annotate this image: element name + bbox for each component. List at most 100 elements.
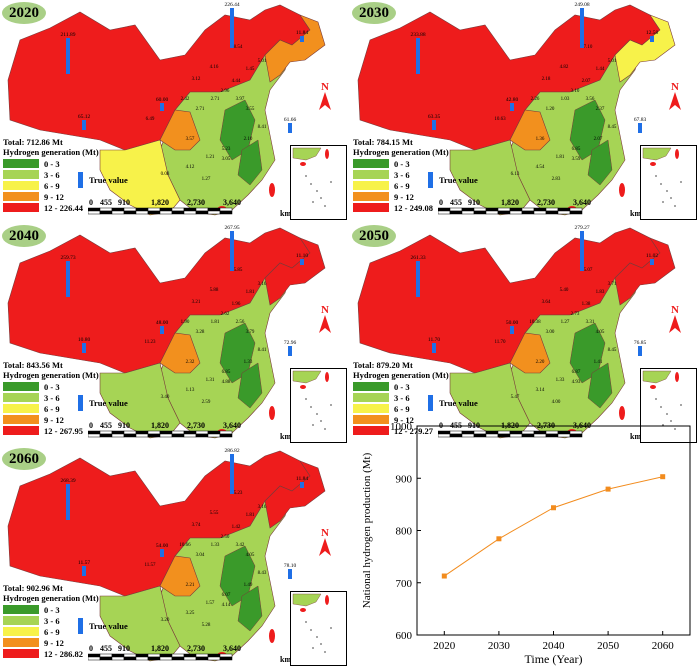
scale-segment bbox=[111, 653, 125, 658]
region-value-label: 2.42 bbox=[181, 97, 190, 102]
year-badge: 2020 bbox=[2, 2, 46, 24]
true-value-bar bbox=[160, 549, 164, 557]
legend-label: 3 - 6 bbox=[394, 169, 410, 180]
region-value-label: 1.57 bbox=[206, 601, 215, 606]
region-value-label: 2.37 bbox=[596, 107, 605, 112]
inset-island-dot bbox=[305, 621, 307, 623]
scale-segment bbox=[135, 207, 149, 212]
scale-segment bbox=[135, 653, 149, 658]
legend-row: 6 - 9 bbox=[3, 626, 83, 637]
north-arrow-icon bbox=[669, 315, 681, 333]
inset-island-dot bbox=[666, 413, 668, 415]
true-value-label: 63.35 bbox=[428, 114, 441, 120]
region-value-label: 1.20 bbox=[546, 107, 555, 112]
true-value-legend: True value bbox=[428, 172, 478, 188]
inset-island-dot bbox=[324, 205, 326, 207]
scale-tick-label: 910 bbox=[118, 421, 130, 430]
true-value-label: 11.84 bbox=[296, 476, 308, 482]
true-value-label: True value bbox=[89, 621, 128, 631]
region-value-label: 5.23 bbox=[234, 491, 243, 496]
region-value-label: 5.55 bbox=[210, 511, 219, 516]
legend-swatch bbox=[353, 159, 389, 168]
true-value-bar bbox=[66, 484, 70, 520]
legend-swatch bbox=[353, 426, 389, 435]
scale-segment bbox=[159, 656, 173, 661]
legend-row: 3 - 6 bbox=[3, 615, 83, 626]
scale-bar-svg: 0 455 910 1,820 2,730 3,640 km bbox=[87, 198, 291, 218]
region-value-label: 6.49 bbox=[146, 117, 155, 122]
legend-label: 12 - 226.44 bbox=[44, 202, 83, 213]
north-arrow-icon bbox=[669, 92, 681, 110]
scale-segment bbox=[159, 207, 173, 212]
scale-segment bbox=[123, 207, 137, 212]
year-badge: 2030 bbox=[352, 2, 396, 24]
scale-segment bbox=[147, 430, 161, 435]
legend-row: 0 - 3 bbox=[3, 158, 83, 169]
inset-taiwan bbox=[325, 595, 329, 605]
region-value-label: 10.38 bbox=[529, 320, 541, 325]
scale-unit: km bbox=[280, 432, 291, 441]
inset-island-dot bbox=[320, 197, 322, 199]
true-value-label: 12.58 bbox=[646, 30, 659, 36]
inset-island-dot bbox=[655, 398, 657, 400]
scale-tick-label: 0 bbox=[439, 198, 443, 207]
scale-segment bbox=[111, 207, 125, 212]
china-map: 233.88 249.08 67.83 63.35 42.80 12.58 7.10 5.01… bbox=[357, 2, 681, 216]
region-value-label: 8.41 bbox=[258, 125, 267, 130]
inset-island-dot bbox=[670, 197, 672, 199]
scale-segment bbox=[569, 207, 583, 212]
region-value-label: 4.05 bbox=[596, 330, 605, 335]
scale-tick-label: 455 bbox=[100, 198, 112, 207]
year-badge: 2050 bbox=[352, 225, 396, 247]
true-value-bar bbox=[82, 566, 86, 576]
inset-taiwan bbox=[675, 372, 679, 382]
inset-taiwan bbox=[675, 149, 679, 159]
region-value-label: 3.10 bbox=[571, 89, 580, 94]
inset-hainan bbox=[650, 385, 656, 389]
china-map: 259.73 267.95 72.96 10.80 48.00 11.10 5.85 3.16… bbox=[7, 225, 331, 439]
legend-swatch bbox=[3, 192, 39, 201]
true-value-bar bbox=[300, 259, 304, 265]
inset-island-dot bbox=[310, 406, 312, 408]
scale-segment bbox=[207, 210, 221, 215]
region-value-label: 1.33 bbox=[211, 543, 220, 548]
true-value-legend: True value bbox=[78, 172, 128, 188]
scale-unit: km bbox=[630, 209, 641, 218]
scale-tick-label: 3,640 bbox=[223, 644, 241, 653]
inset-island-dot bbox=[312, 201, 314, 203]
true-value-bar bbox=[510, 326, 514, 334]
y-tick-label: 1000 bbox=[390, 421, 413, 433]
inset-island-dot bbox=[312, 424, 314, 426]
north-arrow-icon bbox=[319, 315, 331, 333]
scale-tick-label: 0 bbox=[89, 421, 93, 430]
scale-segment bbox=[207, 207, 221, 212]
map-panel-2020: 211.89 226.44 61.66 65.12 60.00 11.84 8.54 5.01… bbox=[0, 0, 347, 220]
region-value-label: 1.81 bbox=[556, 155, 565, 160]
inset-island-dot bbox=[310, 629, 312, 631]
inset-mainland bbox=[292, 147, 322, 161]
legend-swatch bbox=[3, 159, 39, 168]
region-value-label: 5.28 bbox=[202, 623, 211, 628]
region-value-label: 4.82 bbox=[560, 65, 569, 70]
region-value-label: 2.96 bbox=[221, 89, 230, 94]
scale-segment bbox=[171, 430, 185, 435]
scale-segment bbox=[123, 210, 137, 215]
scale-bar: 0 455 910 1,820 2,730 3,640 km bbox=[87, 642, 298, 664]
taiwan-shape bbox=[269, 629, 275, 643]
scale-segment bbox=[219, 433, 233, 438]
legend-swatch bbox=[3, 627, 39, 636]
true-value-bar bbox=[66, 261, 70, 297]
inset-island-dot bbox=[330, 404, 332, 406]
scale-segment bbox=[219, 656, 233, 661]
north-arrow-icon bbox=[319, 92, 331, 110]
true-value-bar bbox=[638, 123, 642, 133]
north-label: N bbox=[671, 304, 679, 316]
scale-tick-label: 2,730 bbox=[187, 421, 205, 430]
true-value-label: 76.85 bbox=[634, 340, 647, 346]
true-value-label: 11.10 bbox=[296, 253, 308, 259]
region-value-label: 3.42 bbox=[236, 543, 245, 548]
province-region-ne bbox=[614, 237, 676, 306]
scale-segment bbox=[87, 207, 101, 212]
region-value-label: 8.41 bbox=[258, 348, 267, 353]
inset-mainland bbox=[642, 147, 672, 161]
